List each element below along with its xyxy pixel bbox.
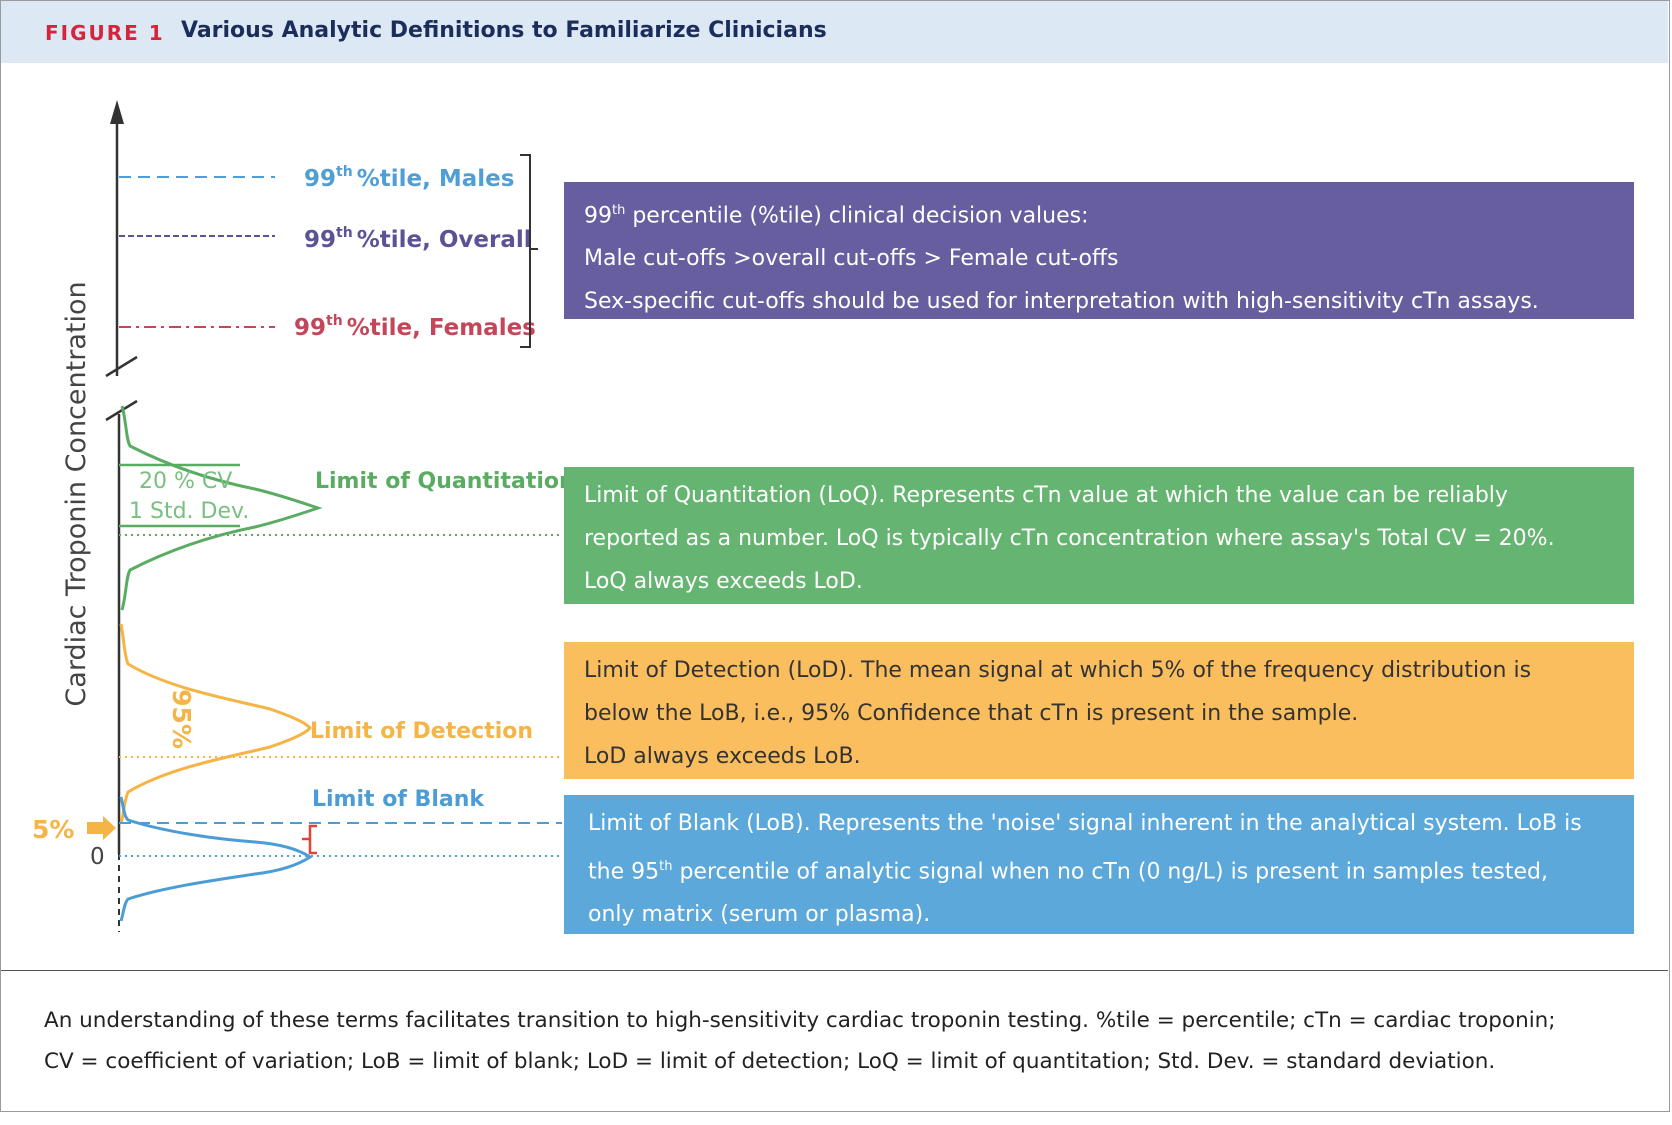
caption-divider <box>1 970 1668 971</box>
figure-label: FIGURE 1 <box>45 21 165 45</box>
lob-line2-sup: th <box>659 859 673 874</box>
percentile-line3: Sex-specific cut-offs should be used for… <box>584 289 1539 315</box>
lod-pct-label: 95% <box>167 689 196 749</box>
lod-box: Limit of Detection (LoD). The mean signa… <box>564 642 1634 779</box>
caption-line1: An understanding of these terms facilita… <box>44 1008 1556 1033</box>
loq-sd-label: 1 Std. Dev. <box>129 499 249 524</box>
lod-distribution-curve <box>119 623 312 825</box>
percentile-line2: Male cut-offs >overall cut-offs > Female… <box>584 246 1119 272</box>
females-threshold-label: 99th %tile, Females <box>294 313 536 341</box>
axis-break-mark-lower <box>105 399 138 422</box>
percentile-num: 99 <box>584 203 612 229</box>
lob-label: Limit of Blank <box>312 787 485 812</box>
axis-break-mark-upper <box>105 355 138 378</box>
lob-line1: Limit of Blank (LoB). Represents the 'no… <box>588 811 1582 836</box>
axis-label: Cardiac Troponin Concentration <box>61 281 92 706</box>
lod-line3: LoD always exceeds LoB. <box>584 744 861 769</box>
lod-label: Limit of Detection <box>310 719 533 744</box>
overall-threshold-label: 99th %tile, Overall <box>304 225 532 253</box>
loq-cv-label: 20 % CV <box>139 469 232 494</box>
loq-line2: reported as a number. LoQ is typically c… <box>584 526 1555 551</box>
loq-line3: LoQ always exceeds LoD. <box>584 569 863 594</box>
lob-distribution-curve <box>119 796 313 922</box>
figure-caption: An understanding of these terms facilita… <box>44 1000 1644 1082</box>
axis-arrow-icon <box>110 100 124 124</box>
five-pct-arrow-icon <box>87 816 116 840</box>
loq-line1: Limit of Quantitation (LoQ). Represents … <box>584 483 1508 508</box>
lod-line1: Limit of Detection (LoD). The mean signa… <box>584 658 1532 683</box>
lob-red-bracket <box>302 824 317 855</box>
lob-box: Limit of Blank (LoB). Represents the 'no… <box>564 795 1634 934</box>
lob-line3: only matrix (serum or plasma). <box>588 902 931 928</box>
threshold-bracket <box>520 154 538 348</box>
percentile-line1-rest: percentile (%tile) clinical decision val… <box>632 203 1089 229</box>
lod-line2: below the LoB, i.e., 95% Confidence that… <box>584 701 1359 726</box>
percentile-sup: th <box>612 203 626 218</box>
figure-header: FIGURE 1 Various Analytic Definitions to… <box>1 1 1668 63</box>
loq-distribution-curve <box>120 405 323 611</box>
troponin-diagram: Cardiac Troponin Concentration 99th %tile… <box>32 100 575 932</box>
loq-label: Limit of Quantitation <box>315 469 575 494</box>
five-pct-label: 5% <box>32 815 74 844</box>
percentile-box: 99th percentile (%tile) clinical decisio… <box>564 182 1634 319</box>
loq-box: Limit of Quantitation (LoQ). Represents … <box>564 467 1634 604</box>
males-threshold-label: 99th %tile, Males <box>304 164 514 192</box>
lob-line2-pre: the 95 <box>588 859 660 885</box>
caption-line2: CV = coefficient of variation; LoB = lim… <box>44 1049 1496 1074</box>
lob-line2-post: percentile of analytic signal when no cT… <box>679 859 1549 885</box>
zero-label: 0 <box>90 844 105 870</box>
figure-title: Various Analytic Definitions to Familiar… <box>181 18 827 43</box>
